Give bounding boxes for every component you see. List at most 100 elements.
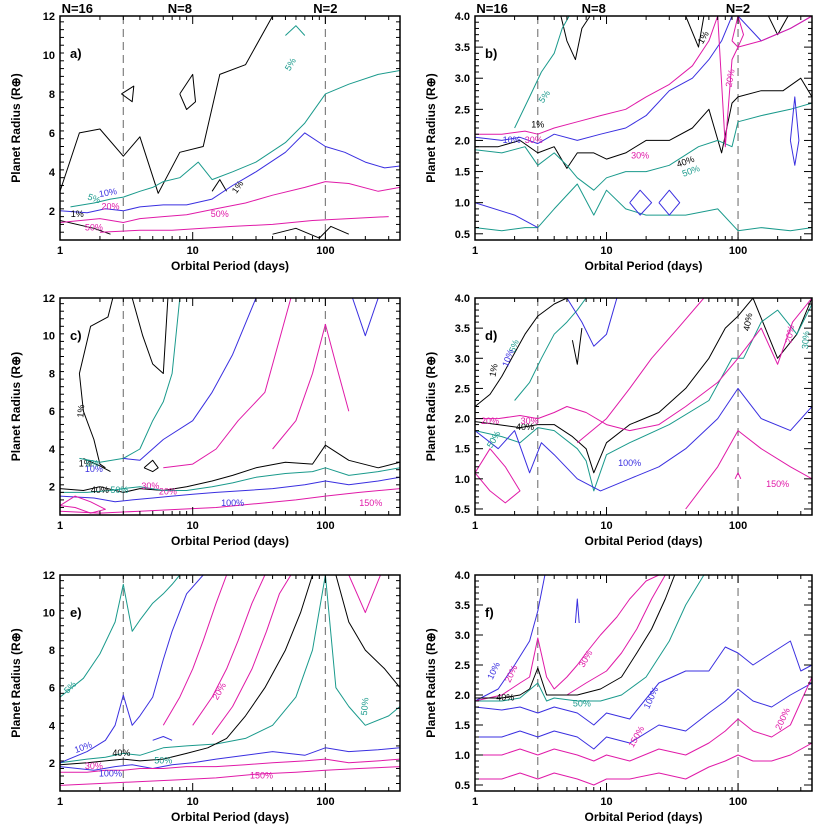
contour-line-magenta-9	[60, 181, 400, 223]
y-axis-title: Planet Radius (R⊕)	[9, 73, 23, 182]
contour-line-magenta-6	[192, 575, 266, 726]
panel-label: d)	[485, 328, 497, 343]
contour-line-blue-11	[789, 96, 800, 166]
contour-line-magenta-12	[475, 16, 812, 148]
y-tick-label: 1.0	[455, 750, 470, 762]
plot-frame	[474, 297, 813, 516]
contour-line-magenta-13	[731, 16, 744, 48]
y-tick-label: 12	[43, 11, 55, 23]
contour-line-teal-4	[514, 16, 570, 129]
plot-area: 1%5%20%1%10% 30%30% 40%50%	[475, 16, 812, 240]
contour-label: 40%	[112, 748, 130, 758]
x-axis-title: Orbital Period (days)	[584, 534, 702, 548]
contour-label: 20%	[783, 324, 796, 343]
contour-line-black-1	[685, 16, 705, 48]
plot-frame	[474, 574, 813, 792]
contour-label: 20%	[503, 663, 520, 684]
x-tick-label: 10	[600, 245, 612, 257]
y-tick-label: 3.5	[455, 42, 470, 54]
contour-label: 50%	[110, 485, 128, 495]
panel-b: 1%5%20%1%10% 30%30% 40%50%1 10 1000.51.01.52…	[424, 1, 813, 273]
x-tick-label: 1	[57, 796, 63, 808]
y-tick-label: 2.5	[455, 104, 470, 116]
contour-line-black-1	[571, 328, 583, 365]
contour-line-magenta-12	[60, 495, 106, 514]
y-tick-label: 10	[43, 331, 55, 343]
contour-label: 40%	[741, 312, 754, 331]
x-tick-label: 1	[472, 520, 478, 532]
x-tick-label: 10	[600, 520, 612, 532]
y-tick-label: 10	[43, 50, 55, 62]
y-axis-title: Planet Radius (R⊕)	[9, 628, 23, 737]
plot-area: 1%1%10%5%40% 50% 30%20%100% 150%	[60, 298, 400, 515]
panel-a: 5%1%5%10%20%1%50%50%1 10 10024681012Orbita…	[9, 1, 401, 273]
contour-line-blue-9	[629, 189, 653, 216]
contour-label: 20%	[724, 68, 737, 87]
contour-line-blue-4	[152, 736, 173, 741]
contour-line-black-3	[143, 459, 159, 473]
x-tick-label: 100	[316, 520, 334, 532]
y-tick-label: 3.0	[455, 630, 470, 642]
top-label-n: N=16	[62, 1, 93, 16]
contour-label: 10%	[503, 135, 521, 145]
contour-line-black-11	[60, 575, 313, 766]
x-tick-label: 1	[57, 520, 63, 532]
contour-label: 50%	[573, 698, 591, 708]
contour-line-teal-4	[475, 303, 812, 492]
contour-label: 20%	[159, 487, 177, 497]
contour-label: 100%	[618, 458, 641, 468]
contour-line-black-2	[179, 73, 196, 110]
contour-label: 40%	[496, 692, 514, 702]
y-tick-label: 1.5	[455, 720, 470, 732]
panel-label: a)	[70, 46, 82, 61]
contour-line-magenta-7	[211, 575, 292, 735]
contour-label: 1%	[230, 179, 246, 195]
x-tick-label: 1	[472, 796, 478, 808]
y-tick-label: 0.5	[455, 504, 470, 516]
top-label-n: N=8	[582, 1, 606, 16]
contour-line-black-4	[83, 457, 111, 473]
contour-label: 1%	[531, 119, 544, 129]
contour-line-black-0	[60, 16, 296, 194]
contour-line-blue-6	[475, 640, 812, 726]
x-tick-label: 10	[187, 245, 199, 257]
y-tick-label: 8	[49, 89, 55, 101]
contour-label: 30%	[521, 416, 539, 426]
contour-label: 50%	[154, 755, 172, 765]
contour-line-blue-7	[475, 16, 812, 145]
contour-label: 30%	[525, 135, 543, 145]
contour-line-magenta-5	[162, 575, 228, 726]
x-tick-label: 10	[600, 796, 612, 808]
contour-line-teal-6	[70, 70, 400, 208]
x-tick-label: 100	[729, 796, 747, 808]
plot-area: 10% 20% 40% 30% 50% 100% 150% 200%	[475, 575, 812, 791]
contour-label: 1%	[75, 404, 86, 418]
contour-line-blue-8	[60, 132, 400, 214]
contour-line-blue-7	[475, 682, 812, 750]
contour-line-teal-3	[514, 298, 587, 401]
contour-label: 10%	[485, 660, 502, 681]
contour-line-teal-0	[60, 575, 181, 698]
y-tick-label: 4.0	[455, 570, 470, 582]
contour-line-blue-0	[475, 575, 546, 702]
y-tick-label: 2.0	[455, 414, 470, 426]
contour-line-blue-8	[60, 476, 400, 503]
y-tick-label: 6	[49, 128, 55, 140]
contour-label: 50%	[85, 223, 103, 233]
top-label-n: N=2	[313, 1, 337, 16]
y-tick-label: 4	[49, 720, 56, 732]
contour-label: 30%	[85, 761, 103, 771]
contour-label: 5%	[86, 192, 102, 206]
plot-area: 5%10% 40%30%100%50%20%150%50%	[60, 575, 400, 791]
contour-label: 30%	[577, 648, 595, 669]
plot-frame	[59, 15, 401, 241]
y-tick-label: 0.5	[455, 229, 470, 241]
y-tick-label: 12	[43, 570, 55, 582]
x-tick-label: 100	[729, 520, 747, 532]
contour-line-black-0	[560, 16, 591, 61]
contour-line-black-0	[78, 298, 114, 469]
top-label-n: N=16	[476, 1, 507, 16]
contour-label: 1%	[696, 29, 711, 45]
contour-line-black-4	[475, 575, 676, 699]
